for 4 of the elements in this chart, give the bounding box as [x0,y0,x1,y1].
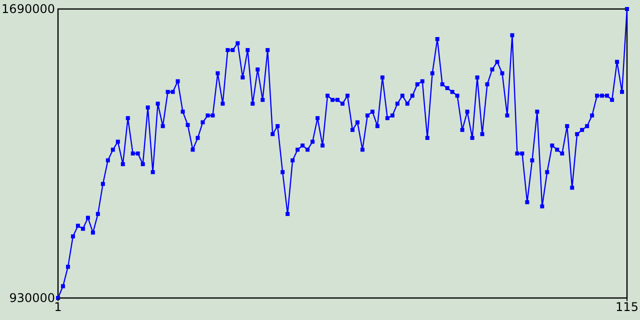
y-tick-label: 930000 [9,291,55,305]
y-tick-label: 1690000 [2,2,55,16]
x-tick-label: 1 [54,300,62,314]
x-tick-label: 115 [616,300,638,314]
